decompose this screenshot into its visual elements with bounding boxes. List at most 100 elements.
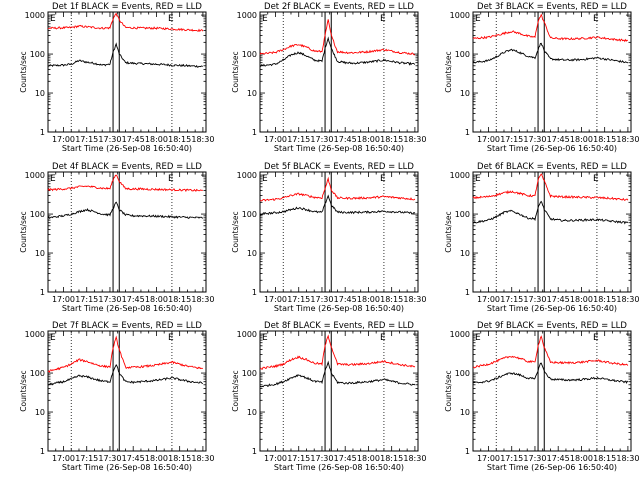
x-tick-label: 18:30 [403,135,426,144]
x-axis-label: Start Time (26-Sep-08 16:50:40) [274,463,404,472]
y-tick-label: 10 [35,408,45,417]
highlight-window [324,330,332,452]
chart-panel-4: Det 4f BLACK = Events, RED = LLD E E 1 10 100… [19,162,214,313]
x-tick-label: 18:00 [570,295,593,304]
lld-series-line [259,334,416,370]
lld-series-line [47,12,204,32]
x-tick-label: 18:15 [168,135,191,144]
x-axis-label: Start Time (26-Sep-08 16:50:40) [62,304,192,313]
x-tick-label: 17:30 [98,295,121,304]
events-series-line [47,42,203,68]
chart-panel-5: Det 5f BLACK = Events, RED = LLD E E 1 10 100… [231,162,426,313]
x-tick-label: 17:30 [523,295,546,304]
events-series-line [259,194,416,216]
corner-mark-left: E [262,333,268,343]
y-tick-label: 1000 [237,171,257,180]
x-axis-label: Start Time (26-Sep-06 16:50:40) [487,144,617,153]
x-axis-label: Start Time (26-Sep-06 16:50:40) [487,304,617,313]
x-tick-label: 18:15 [593,295,616,304]
x-tick-label: 17:45 [334,135,357,144]
x-tick-label: 17:00 [52,135,75,144]
highlight-window [324,11,332,133]
corner-mark-left: E [262,14,268,24]
x-tick-label: 18:30 [616,295,639,304]
events-series-line [472,362,629,385]
y-tick-label: 1000 [25,330,45,339]
x-tick-label: 17:30 [310,454,333,463]
y-tick-label: 100 [455,369,470,378]
corner-mark-right: E [168,333,174,343]
x-tick-label: 17:00 [264,135,287,144]
y-tick-label: 1000 [25,11,45,20]
y-tick-label: 10 [247,249,257,258]
x-tick-label: 17:15 [287,454,310,463]
y-tick-label: 1 [40,447,45,456]
y-tick-label: 10 [247,408,257,417]
x-tick-label: 17:30 [98,454,121,463]
chart-title: Det 2f BLACK = Events, RED = LLD [264,2,414,12]
chart-panel-9: Det 9f BLACK = Events, RED = LLD E E 1 10 100… [444,321,639,472]
chart-title: Det 1f BLACK = Events, RED = LLD [52,2,202,12]
plot-frame [259,11,419,133]
corner-mark-left: E [475,174,481,184]
y-tick-label: 1 [252,288,257,297]
corner-mark-right: E [380,174,386,184]
y-tick-label: 100 [30,210,45,219]
x-tick-label: 18:30 [403,295,426,304]
corner-mark-left: E [50,333,56,343]
plot-frame [47,330,207,452]
x-tick-label: 18:15 [593,454,616,463]
highlight-window [537,171,545,293]
x-tick-label: 17:15 [500,295,523,304]
corner-mark-right: E [593,14,599,24]
x-tick-label: 18:30 [616,135,639,144]
lld-series-line [259,176,416,202]
highlight-window [537,11,545,133]
plot-frame [259,330,419,452]
x-tick-label: 17:15 [287,295,310,304]
x-tick-label: 17:30 [310,295,333,304]
x-tick-label: 18:00 [357,454,380,463]
y-tick-label: 1 [252,447,257,456]
lld-series-line [472,173,629,201]
x-tick-label: 18:00 [570,454,593,463]
x-tick-label: 17:00 [477,135,500,144]
corner-mark-right: E [168,174,174,184]
x-tick-label: 17:30 [523,135,546,144]
x-axis-label: Start Time (26-Sep-08 16:50:40) [274,144,404,153]
y-axis-label: Counts/sec [444,51,453,92]
y-axis-label: Counts/sec [444,370,453,411]
y-tick-label: 100 [242,50,257,59]
x-axis-label: Start Time (26-Sep-06 16:50:40) [487,463,617,472]
x-tick-label: 18:30 [191,295,214,304]
plot-frame [472,11,632,133]
x-tick-label: 17:00 [52,295,75,304]
y-tick-label: 100 [455,50,470,59]
highlight-window [112,330,120,452]
x-tick-label: 17:15 [500,454,523,463]
y-tick-label: 10 [35,89,45,98]
corner-mark-right: E [593,333,599,343]
x-tick-label: 17:15 [500,135,523,144]
highlight-window [112,171,120,293]
plot-frame [47,171,207,293]
events-series-line [472,200,629,225]
y-tick-label: 10 [247,89,257,98]
x-tick-label: 18:00 [145,295,168,304]
y-tick-label: 1000 [450,11,470,20]
chart-title: Det 6f BLACK = Events, RED = LLD [477,162,627,172]
x-tick-label: 18:30 [616,454,639,463]
chart-panel-1: Det 1f BLACK = Events, RED = LLD E E 1 10 100… [19,2,214,153]
chart-title: Det 9f BLACK = Events, RED = LLD [477,321,627,331]
y-tick-label: 1 [40,128,45,137]
chart-panel-8: Det 8f BLACK = Events, RED = LLD E E 1 10 100… [231,321,426,472]
x-tick-label: 17:15 [75,295,98,304]
corner-mark-left: E [50,14,56,24]
x-tick-label: 17:00 [264,454,287,463]
y-tick-label: 1 [465,288,470,297]
x-tick-label: 17:00 [477,295,500,304]
y-axis-label: Counts/sec [19,211,28,252]
x-tick-label: 17:15 [75,135,98,144]
highlight-window [112,11,120,133]
